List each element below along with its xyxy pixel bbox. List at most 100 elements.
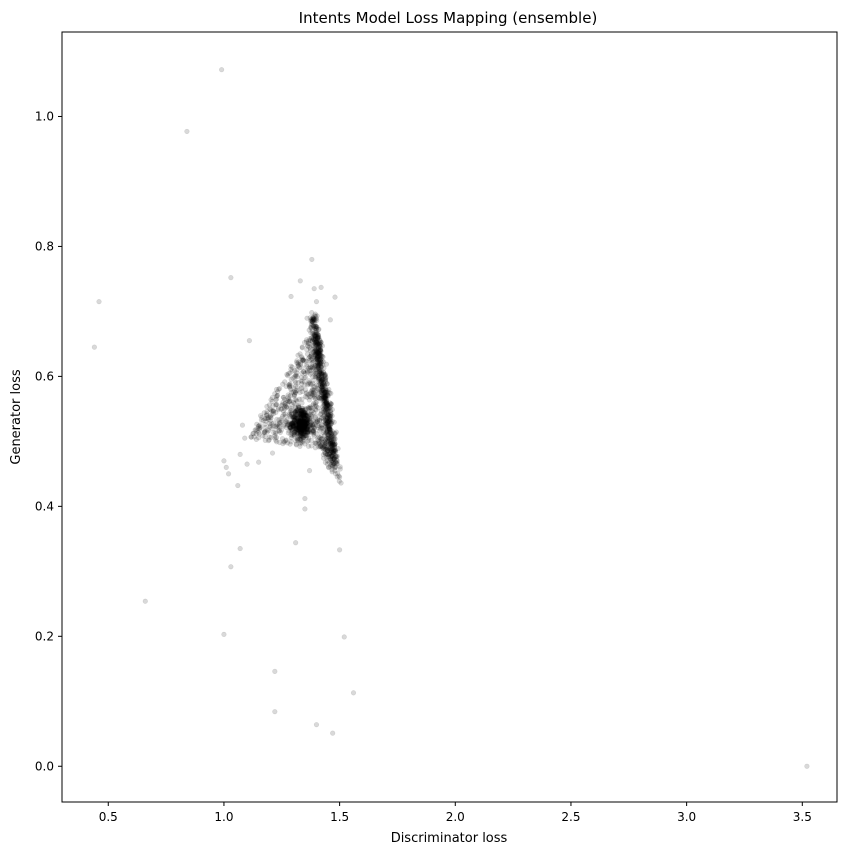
data-point: [304, 419, 310, 425]
data-point: [318, 364, 325, 370]
data-point: [300, 425, 306, 431]
data-point: [328, 420, 335, 426]
data-point: [253, 431, 259, 437]
data-point: [301, 430, 307, 436]
data-point: [317, 358, 323, 364]
data-point: [326, 413, 333, 419]
data-point: [298, 429, 304, 435]
data-point: [325, 389, 331, 395]
data-point: [327, 416, 333, 422]
data-point: [328, 414, 334, 420]
data-point: [311, 429, 317, 436]
data-point: [327, 442, 333, 448]
data-point: [325, 417, 332, 424]
data-point: [323, 400, 329, 406]
data-point: [323, 387, 329, 393]
data-point: [331, 455, 337, 461]
data-point: [272, 668, 278, 674]
data-point: [298, 410, 304, 416]
data-point: [319, 371, 326, 377]
data-point: [303, 413, 309, 419]
data-point: [328, 441, 334, 447]
data-point: [320, 444, 326, 450]
data-point: [314, 349, 320, 355]
data-point: [328, 401, 334, 407]
data-point: [264, 412, 270, 418]
data-point: [317, 378, 323, 384]
data-point: [326, 426, 333, 432]
data-point: [319, 436, 325, 442]
data-point: [313, 372, 319, 378]
data-point: [299, 357, 306, 363]
data-point: [297, 431, 303, 437]
data-point: [325, 436, 331, 442]
data-point: [323, 392, 329, 398]
data-point: [320, 394, 326, 400]
data-point: [281, 422, 287, 428]
data-point: [284, 440, 291, 446]
data-point: [312, 323, 318, 330]
data-point: [316, 349, 322, 355]
data-point: [313, 349, 319, 356]
data-point: [317, 344, 323, 350]
data-point: [324, 430, 330, 436]
data-point: [269, 421, 275, 427]
data-point: [297, 351, 303, 357]
data-point: [316, 351, 322, 357]
data-point: [325, 439, 331, 445]
data-point: [299, 405, 305, 412]
data-point: [278, 416, 284, 422]
data-point: [310, 357, 316, 364]
data-point: [295, 404, 301, 410]
data-point: [278, 402, 285, 409]
data-point: [305, 417, 311, 423]
data-point: [304, 382, 310, 388]
data-point: [258, 417, 264, 423]
data-point: [323, 400, 329, 406]
data-point: [331, 448, 337, 454]
data-point: [301, 428, 308, 434]
data-point: [297, 433, 304, 439]
data-point: [318, 387, 324, 393]
data-point: [295, 363, 301, 369]
data-point: [324, 426, 330, 432]
data-point: [322, 419, 329, 426]
data-point: [291, 431, 297, 438]
data-point: [96, 299, 102, 305]
data-point: [290, 422, 296, 429]
data-point: [284, 417, 290, 423]
data-point: [307, 394, 313, 400]
data-point: [328, 438, 334, 444]
data-point: [295, 403, 302, 409]
data-point: [306, 355, 312, 361]
data-point: [296, 359, 302, 365]
data-point: [302, 433, 308, 439]
data-point: [274, 401, 280, 408]
data-point: [297, 426, 304, 432]
data-point: [280, 394, 287, 400]
data-point: [323, 410, 329, 416]
data-point: [318, 411, 324, 417]
data-point: [319, 392, 325, 398]
data-point: [330, 730, 336, 736]
data-point: [321, 446, 327, 452]
data-point: [319, 358, 326, 364]
data-point: [329, 406, 335, 413]
data-point: [296, 424, 302, 430]
data-point: [312, 396, 319, 402]
data-point: [292, 424, 298, 430]
data-point: [329, 458, 335, 464]
data-point: [322, 389, 328, 395]
data-point: [297, 414, 304, 420]
data-point: [321, 443, 327, 449]
data-point: [322, 394, 329, 400]
data-point: [282, 403, 289, 409]
data-point: [265, 416, 271, 422]
data-point: [313, 332, 320, 338]
data-point: [304, 416, 311, 423]
data-point: [319, 379, 325, 385]
data-point: [309, 428, 316, 434]
data-point: [300, 357, 306, 363]
data-point: [314, 340, 320, 346]
data-point: [332, 465, 338, 471]
